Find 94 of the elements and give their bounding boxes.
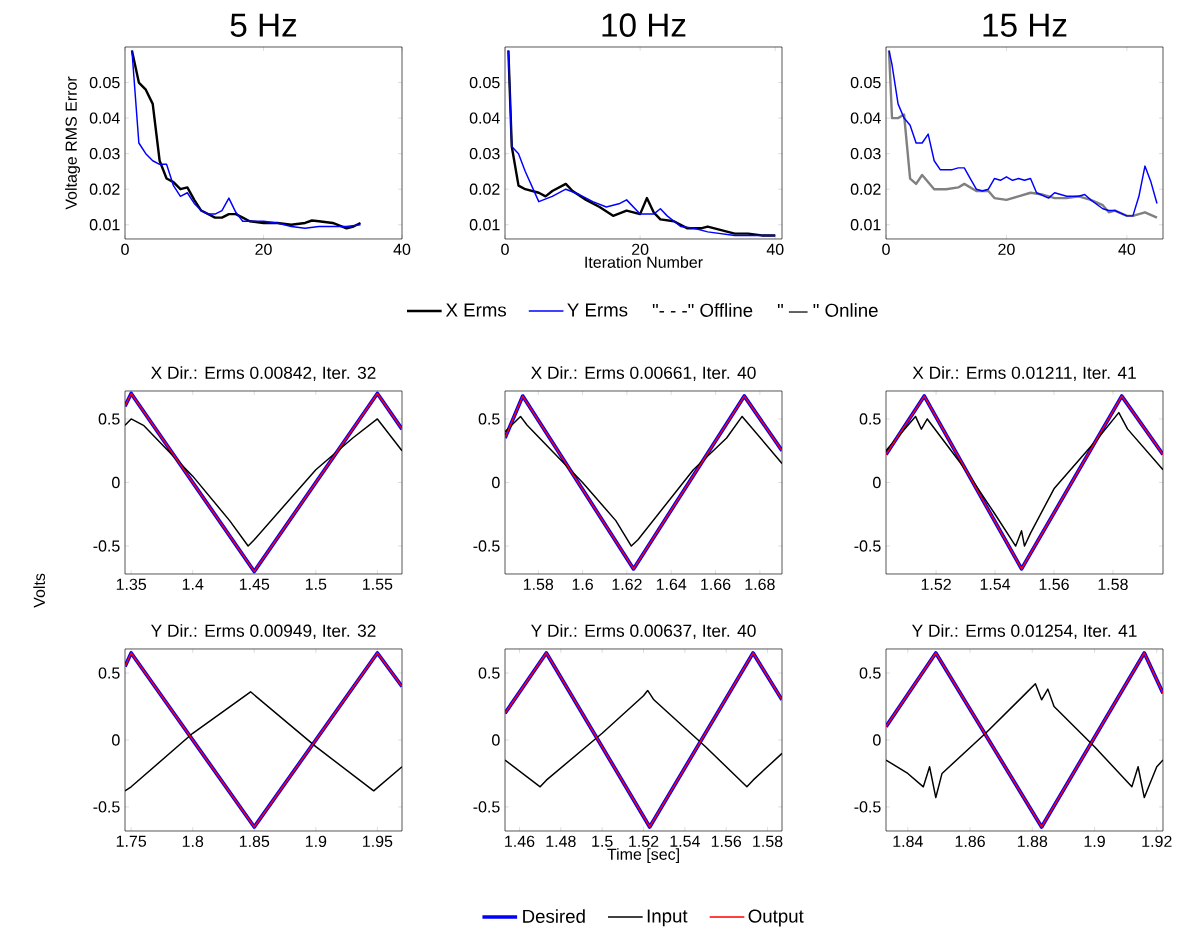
- x-tick-label: 20: [255, 243, 272, 256]
- y-tick-label: -0.5: [473, 801, 500, 813]
- x-tick-label: 1.62: [612, 578, 642, 591]
- x-tick-label: 1.48: [546, 835, 576, 848]
- y-tick-label: 0: [112, 734, 120, 746]
- x-tick-label: 1.68: [745, 578, 775, 591]
- x-tick-label: 1.54: [670, 835, 700, 847]
- y-tick-label: 0.03: [89, 147, 120, 160]
- x-tick-label: 1.75: [116, 835, 147, 847]
- x-tick-label: 1.55: [363, 578, 393, 590]
- chart-title: X Dir.: Erms 0.01211, Iter. 41: [912, 366, 1136, 381]
- legend-label: Input: [647, 909, 688, 927]
- x-tick-label: 1.46: [505, 835, 535, 848]
- y-tick-label: -0.5: [473, 540, 500, 552]
- x-tick-label: 1.6: [572, 578, 593, 591]
- x-tick-label: 20: [632, 243, 649, 256]
- y-tick-label: -0.5: [93, 801, 120, 813]
- y-tick-label: 0.5: [98, 667, 120, 679]
- x-tick-label: 1.86: [955, 835, 985, 848]
- x-tick-label: 1.95: [363, 835, 393, 848]
- y-tick-label: 0.02: [89, 183, 120, 195]
- y-tick-label: 0: [492, 476, 500, 489]
- chart-title: X Dir.: Erms 0.00842, Iter. 32: [151, 366, 376, 381]
- y-tick-label: 0.05: [89, 76, 120, 89]
- x-tick-label: 1.8: [182, 835, 204, 848]
- chart-title: Y Dir.: Erms 0.01254, Iter. 41: [912, 624, 1137, 639]
- legend-label: X Erms: [445, 303, 507, 317]
- x-tick-label: 40: [1118, 243, 1136, 256]
- y-axis-title: Voltage RMS Error: [65, 76, 81, 210]
- y-tick-label: 0: [873, 734, 881, 746]
- x-tick-label: 0: [121, 243, 129, 256]
- y-tick-label: -0.5: [854, 801, 881, 813]
- y-tick-label: 0.02: [469, 183, 500, 195]
- x-tick-label: 1.58: [1098, 578, 1128, 591]
- chart-title: Y Dir.: Erms 0.00949, Iter. 32: [151, 624, 376, 639]
- x-tick-label: 1.58: [753, 835, 783, 848]
- y-tick-label: 0.01: [469, 219, 500, 231]
- x-tick-label: 1.45: [239, 578, 270, 590]
- y-tick-label: 0.5: [98, 413, 120, 425]
- y-tick-label: 0: [873, 476, 881, 489]
- x-tick-label: 1.9: [305, 835, 327, 848]
- y-tick-label: 0.01: [89, 219, 120, 231]
- chart-title: X Dir.: Erms 0.00661, Iter. 40: [531, 366, 756, 381]
- y-tick-label: 0: [492, 734, 500, 746]
- chart-title: 10 Hz: [602, 13, 686, 37]
- x-tick-label: 1.58: [523, 578, 554, 591]
- x-tick-label: 1.5: [305, 578, 327, 590]
- x-tick-label: 1.54: [980, 578, 1011, 590]
- y-tick-label: 0.04: [850, 112, 881, 124]
- x-tick-label: 1.66: [701, 578, 731, 591]
- y-tick-label: 0.04: [469, 112, 500, 124]
- x-tick-label: 1.64: [656, 578, 687, 591]
- x-tick-label: 1.92: [1142, 835, 1172, 848]
- x-tick-label: 1.88: [1017, 835, 1048, 848]
- y-tick-label: 0.03: [850, 147, 881, 160]
- x-tick-label: 1.52: [921, 578, 951, 591]
- chart-title: 5 Hz: [230, 13, 297, 37]
- y-tick-label: 0.5: [859, 667, 881, 679]
- y-tick-label: 0.05: [469, 76, 500, 89]
- x-tick-label: 1.5: [592, 835, 613, 847]
- y-tick-label: 0.03: [469, 147, 500, 160]
- chart-title: 15 Hz: [983, 13, 1067, 37]
- chart-title: Y Dir.: Erms 0.00637, Iter. 40: [531, 624, 756, 639]
- y-tick-label: -0.5: [854, 540, 881, 552]
- y-tick-label: 0.01: [850, 219, 881, 231]
- x-tick-label: 1.4: [182, 578, 204, 590]
- text: " — " Online: [777, 303, 878, 317]
- y-axis-title: Volts: [33, 573, 45, 608]
- y-tick-label: 0: [112, 476, 120, 489]
- x-tick-label: 40: [766, 243, 784, 256]
- x-tick-label: 1.9: [1084, 835, 1105, 848]
- legend-label: Output: [748, 909, 804, 927]
- x-tick-label: 20: [998, 243, 1015, 256]
- x-axis-title: Iteration Number: [585, 256, 703, 268]
- y-tick-label: 0.05: [850, 76, 881, 89]
- x-tick-label: 0: [882, 243, 890, 256]
- y-tick-label: 0.04: [89, 112, 120, 124]
- y-tick-label: 0.5: [478, 413, 500, 425]
- legend-label: Desired: [523, 909, 585, 923]
- y-tick-label: -0.5: [93, 540, 120, 552]
- x-tick-label: 1.35: [116, 578, 147, 591]
- y-tick-label: 0.02: [850, 183, 881, 195]
- x-tick-label: 1.85: [239, 835, 270, 848]
- legend-label: Y Erms: [567, 303, 628, 317]
- x-tick-label: 1.56: [1039, 578, 1069, 591]
- x-tick-label: 1.56: [711, 835, 742, 848]
- y-tick-label: 0.5: [478, 667, 500, 679]
- y-tick-label: 0.5: [859, 413, 881, 425]
- x-axis-title: Time [sec]: [607, 848, 679, 864]
- x-tick-label: 1.84: [893, 835, 923, 848]
- text: "- - -" Offline: [652, 303, 753, 317]
- x-tick-label: 1.52: [629, 835, 659, 848]
- x-tick-label: 0: [501, 243, 509, 256]
- x-tick-label: 40: [393, 243, 411, 256]
